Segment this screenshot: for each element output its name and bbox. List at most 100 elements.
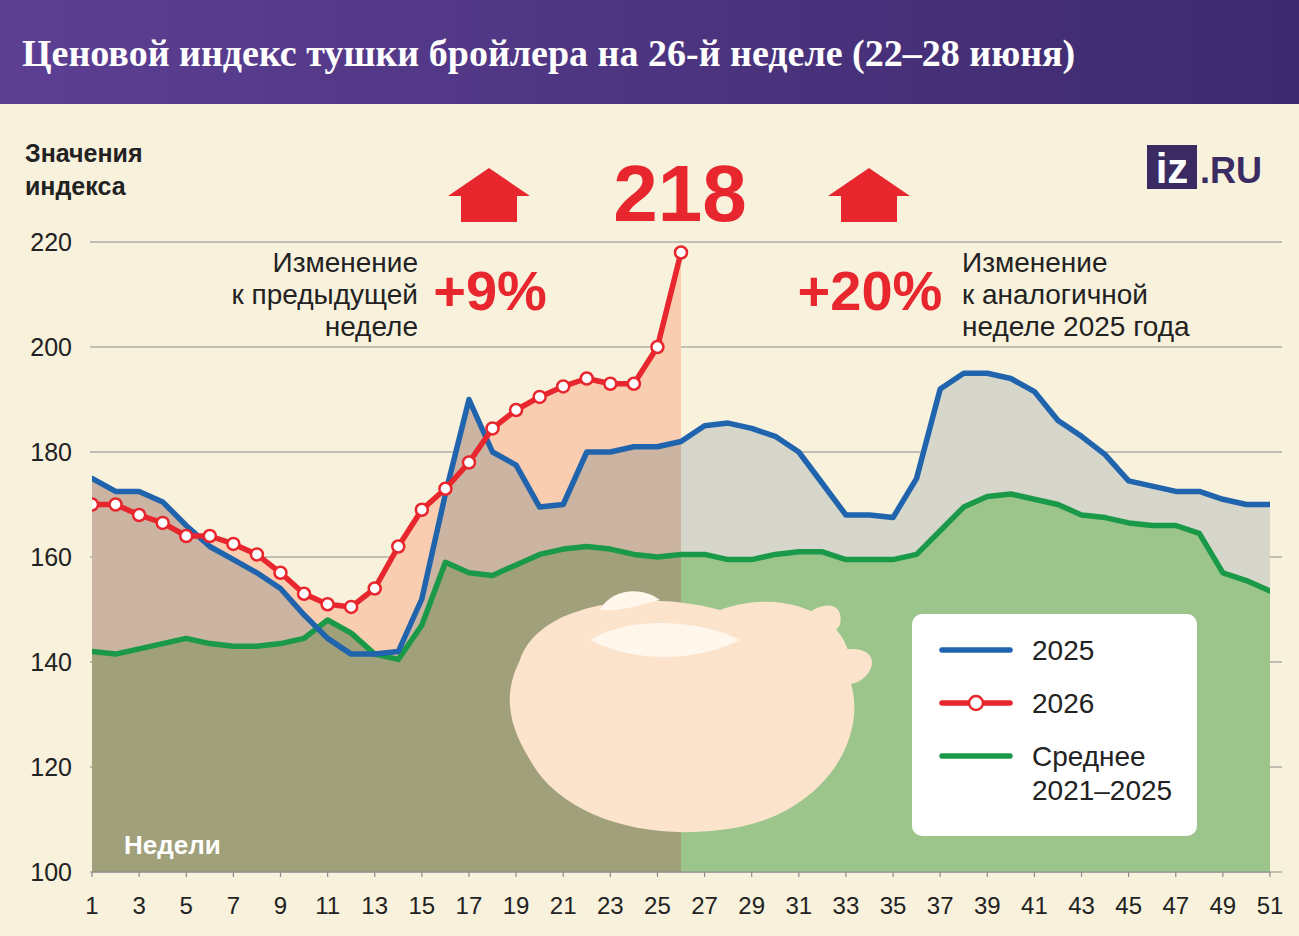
- x-tick: [987, 872, 988, 877]
- x-tick: [421, 872, 422, 877]
- x-tick: [940, 872, 941, 877]
- x-tick-label: 25: [644, 892, 671, 919]
- legend-label-line: 2025: [1032, 635, 1094, 666]
- chicken-highlight: [590, 623, 740, 657]
- marker: [298, 588, 310, 600]
- marker: [92, 499, 98, 511]
- x-tick: [1034, 872, 1035, 877]
- marker: [369, 583, 381, 595]
- x-tick: [1222, 872, 1223, 877]
- y-axis-title: Значения индекса: [25, 139, 143, 200]
- area-group: [681, 373, 1270, 872]
- marker: [604, 378, 616, 390]
- area: [92, 373, 681, 872]
- legend-swatch: [942, 753, 1010, 759]
- x-tick: [515, 872, 516, 877]
- area: [681, 494, 1270, 872]
- x-tick-label: 19: [503, 892, 530, 919]
- x-tick: [657, 872, 658, 877]
- area-group: [92, 494, 681, 872]
- x-tick-label: 15: [408, 892, 435, 919]
- annotation-text: к предыдущей: [232, 279, 418, 310]
- legend: 2025 2026 Среднее2021–2025: [912, 614, 1197, 836]
- marker: [416, 504, 428, 516]
- x-tick: [798, 872, 799, 877]
- arrow-up: [828, 168, 910, 222]
- marker: [628, 378, 640, 390]
- x-tick-label: 9: [274, 892, 287, 919]
- marker: [180, 530, 192, 542]
- x-tick-label: 39: [974, 892, 1001, 919]
- marker: [581, 373, 593, 385]
- x-tick: [374, 872, 375, 877]
- x-tick-label: 13: [361, 892, 388, 919]
- y-axis-title-line: индекса: [25, 172, 127, 200]
- marker: [534, 391, 546, 403]
- y-tick-label: 120: [30, 753, 72, 781]
- area: [92, 494, 681, 872]
- legend-label: 2026: [1032, 688, 1094, 719]
- logo: iz.RU: [1147, 145, 1262, 192]
- area-group: [92, 373, 681, 872]
- x-tick-label: 47: [1162, 892, 1189, 919]
- legend-label-line: 2026: [1032, 688, 1094, 719]
- x-tick-label: 33: [833, 892, 860, 919]
- y-axis-title-line: Значения: [25, 139, 143, 167]
- arrow-up: [448, 168, 530, 222]
- logo-text: .RU: [1200, 150, 1262, 191]
- x-tick: [468, 872, 469, 877]
- highlight-value: 218: [613, 149, 746, 238]
- x-tick: [892, 872, 893, 877]
- grid-line: [90, 871, 1282, 872]
- x-tick-label: 51: [1257, 892, 1284, 919]
- x-tick-label: 17: [456, 892, 483, 919]
- header: [0, 0, 1299, 104]
- chicken-leg: [800, 606, 841, 636]
- x-tick: [845, 872, 846, 877]
- marker: [557, 380, 569, 392]
- legend-swatch: [942, 647, 1010, 653]
- x-tick: [751, 872, 752, 877]
- y-tick-label: 140: [30, 648, 72, 676]
- annotation-text: Изменение: [962, 247, 1108, 278]
- legend-label: Среднее2021–2025: [1032, 741, 1172, 806]
- marker: [110, 499, 122, 511]
- x-tick-label: 21: [550, 892, 577, 919]
- plot-area: [92, 247, 1270, 873]
- x-tick-label: 27: [691, 892, 718, 919]
- x-tick-label: 43: [1068, 892, 1095, 919]
- x-tick: [610, 872, 611, 877]
- x-tick-label: 1: [85, 892, 98, 919]
- x-tick-label: 35: [880, 892, 907, 919]
- change-week: +9%: [433, 259, 547, 322]
- x-tick-label: 31: [785, 892, 812, 919]
- marker: [487, 422, 499, 434]
- x-tick-label: 11: [315, 892, 340, 919]
- x-tick: [1175, 872, 1176, 877]
- x-tick: [704, 872, 705, 877]
- chicken-leg: [820, 649, 872, 684]
- background: [0, 0, 1299, 936]
- y-tick-label: 220: [30, 228, 72, 256]
- marker: [227, 538, 239, 550]
- marker: [204, 530, 216, 542]
- marker: [133, 509, 145, 521]
- x-tick: [186, 872, 187, 877]
- x-tick: [1128, 872, 1129, 877]
- marker: [251, 548, 263, 560]
- chart: Ценовой индекс тушки бройлера на 26-й не…: [0, 0, 1299, 936]
- x-tick-label: 29: [738, 892, 765, 919]
- x-tick: [1269, 872, 1270, 877]
- annotation-text: к аналогичной: [962, 279, 1148, 310]
- marker: [651, 341, 663, 353]
- x-tick: [1081, 872, 1082, 877]
- title: Ценовой индекс тушки бройлера на 26-й не…: [22, 32, 1075, 75]
- y-tick-label: 100: [30, 858, 72, 886]
- grid-line: [90, 346, 1282, 347]
- grid: [90, 242, 1282, 872]
- legend-label: 2025: [1032, 635, 1094, 666]
- x-tick: [233, 872, 234, 877]
- change-year: +20%: [798, 259, 943, 322]
- annotation-text: неделе 2025 года: [962, 311, 1190, 342]
- legend-box: [912, 614, 1197, 836]
